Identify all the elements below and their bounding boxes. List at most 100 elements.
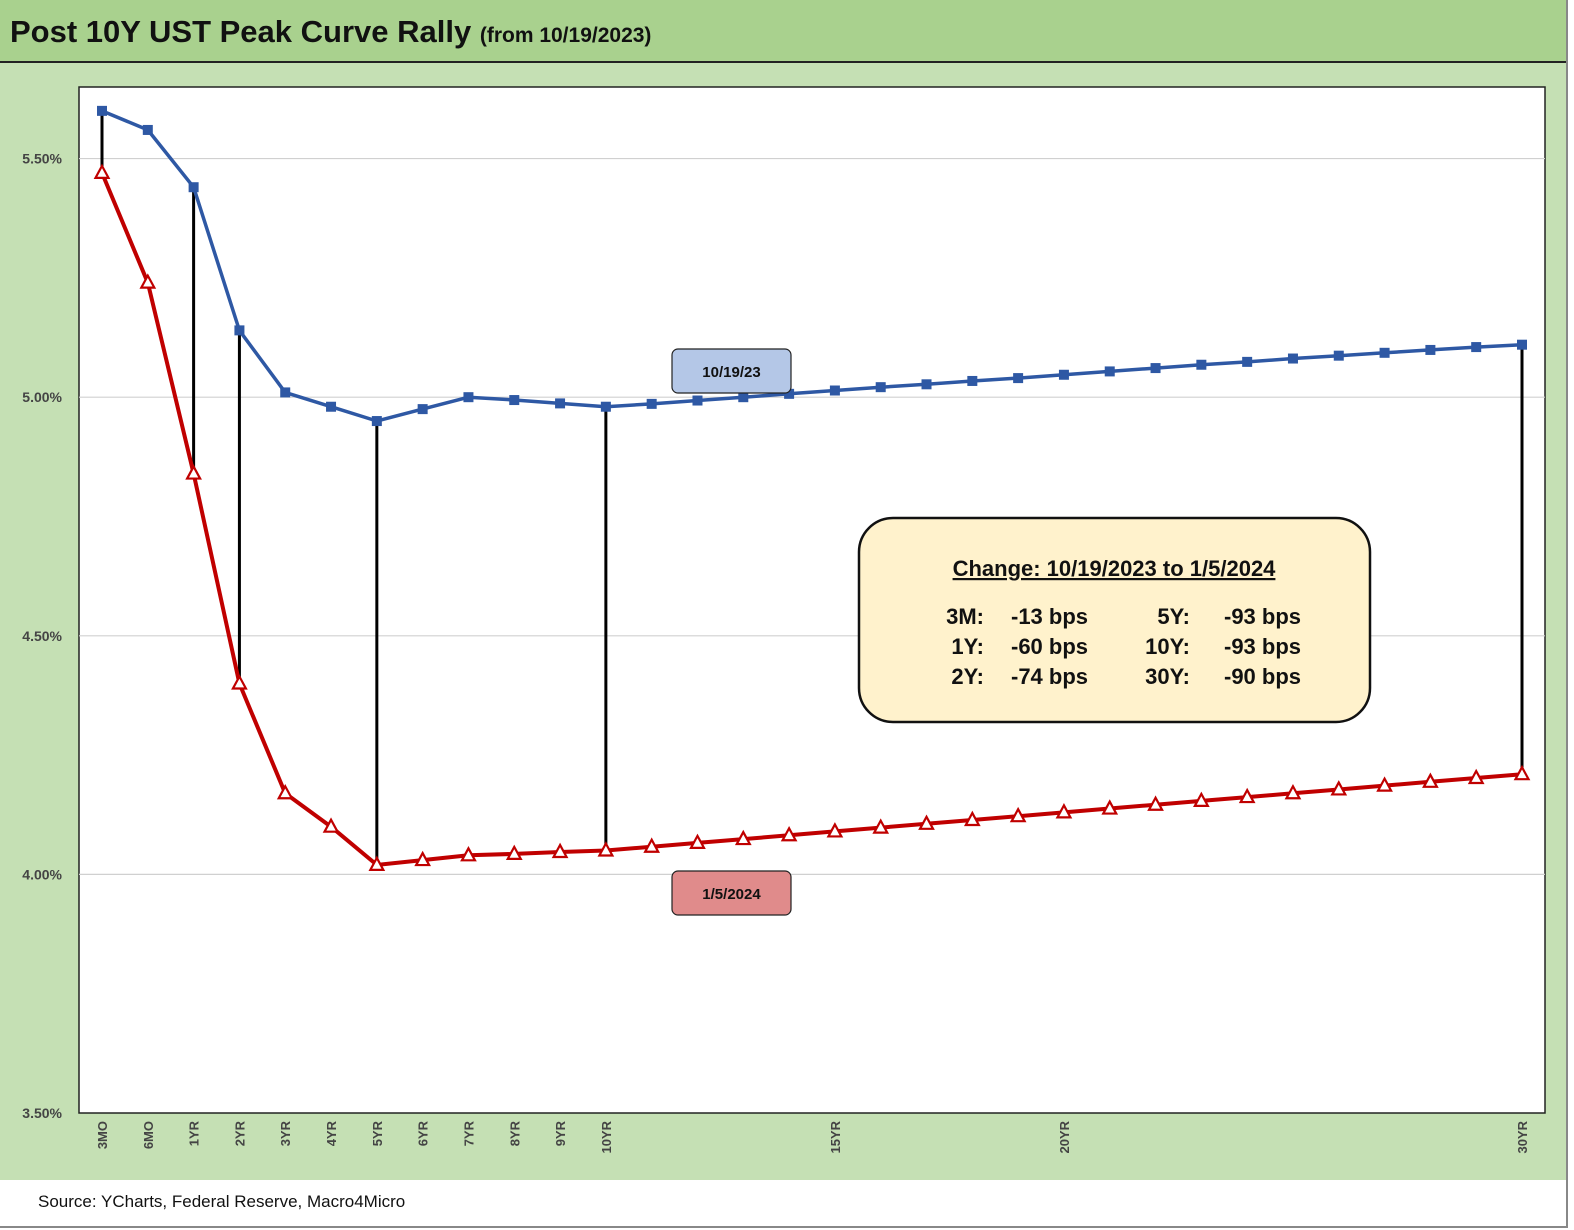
- data-point-marker: [689, 833, 706, 849]
- series-label-box: [671, 870, 792, 916]
- data-point-marker: [1104, 366, 1115, 377]
- x-tick-label: 6YR: [416, 1120, 431, 1146]
- data-point-marker: [784, 388, 795, 399]
- y-tick-label: 4.50%: [22, 628, 62, 644]
- chart-subtitle: (from 10/19/2023): [479, 24, 652, 47]
- data-point-marker: [234, 325, 245, 336]
- series-10-19-23: [97, 105, 1527, 427]
- data-point-marker: [1513, 764, 1531, 781]
- annotation-row-label-3b: 30Y:: [1145, 664, 1190, 689]
- data-point-marker: [1425, 344, 1436, 355]
- data-point-marker: [509, 395, 520, 406]
- x-tick-label: 30YR: [1515, 1120, 1530, 1153]
- data-point-marker: [1330, 780, 1348, 796]
- data-point-marker: [1196, 359, 1207, 370]
- data-point-marker: [875, 382, 886, 393]
- x-tick-label: 20YR: [1057, 1120, 1072, 1153]
- change-connectors: [100, 110, 1524, 865]
- data-point-marker: [1242, 356, 1253, 367]
- data-point-marker: [417, 404, 428, 415]
- annotation-row-value-3a: -74 bps: [1011, 664, 1088, 689]
- data-point-marker: [1287, 353, 1298, 364]
- x-tick-label: 8YR: [507, 1120, 522, 1146]
- data-point-marker: [463, 392, 474, 403]
- data-point-marker: [326, 401, 337, 412]
- annotation-row-value-1a: -13 bps: [1011, 604, 1088, 629]
- data-point-marker: [1376, 776, 1393, 792]
- data-point-marker: [1517, 339, 1527, 350]
- data-point-marker: [1013, 373, 1024, 384]
- x-tick-label: 3MO: [95, 1121, 110, 1149]
- data-point-marker: [963, 810, 981, 827]
- data-point-marker: [371, 416, 382, 427]
- data-point-marker: [600, 401, 611, 412]
- data-point-marker: [872, 818, 890, 834]
- series-lines: [93, 105, 1531, 871]
- data-point-marker: [280, 387, 291, 398]
- data-point-marker: [597, 841, 615, 857]
- data-point-marker: [185, 464, 202, 480]
- data-point-marker: [551, 842, 569, 859]
- data-point-marker: [1193, 791, 1210, 808]
- annotation-box: [857, 516, 1372, 724]
- data-point-marker: [738, 392, 749, 403]
- x-tick-label: 1YR: [187, 1120, 202, 1146]
- data-point-marker: [1058, 369, 1069, 380]
- data-point-marker: [646, 398, 657, 409]
- series-line: [101, 109, 1523, 423]
- annotation-row-label-2a: 1Y:: [951, 634, 984, 659]
- data-point-marker: [1009, 806, 1027, 823]
- yield-curve-chart: 3.50% 4.00% 4.50% 5.00% 5.50% 3MO 6MO 1YR 2YR 3Y…: [22, 86, 1546, 1154]
- data-point-marker: [1055, 803, 1073, 819]
- y-tick-label: 4.00%: [22, 866, 62, 882]
- data-point-marker: [188, 182, 199, 193]
- annotation-row-value-2a: -60 bps: [1011, 634, 1088, 659]
- y-tick-label: 5.50%: [22, 151, 62, 167]
- x-tick-label: 3YR: [278, 1120, 293, 1146]
- data-point-marker: [1101, 799, 1119, 815]
- series-label-text: 1/5/2024: [702, 886, 761, 903]
- data-point-marker: [505, 844, 523, 860]
- source-note: Source: YCharts, Federal Reserve, Macro4…: [38, 1192, 406, 1211]
- data-point-marker: [231, 674, 248, 690]
- data-point-marker: [780, 825, 798, 842]
- x-tick-label: 5YR: [370, 1120, 385, 1146]
- series-label-box: [671, 348, 792, 394]
- chart-title: Post 10Y UST Peak Curve Rally (from 10/1…: [10, 14, 651, 50]
- x-tick-label: 9YR: [553, 1120, 568, 1146]
- x-axis-ticks: 3MO 6MO 1YR 2YR 3YR 4YR 5YR 6YR 7YR 8YR 9YR 10YR 15Y…: [95, 1120, 1530, 1153]
- annotation-title: Change: 10/19/2023 to 1/5/2024: [953, 556, 1277, 581]
- data-point-marker: [139, 273, 157, 289]
- data-point-marker: [1150, 363, 1161, 374]
- data-point-marker: [921, 379, 932, 390]
- data-point-marker: [1284, 783, 1302, 800]
- x-tick-label: 15YR: [828, 1120, 843, 1153]
- data-point-marker: [1333, 350, 1344, 361]
- annotation-row-value-1b: -93 bps: [1224, 604, 1301, 629]
- data-point-marker: [1422, 772, 1439, 788]
- annotation-row-value-2b: -93 bps: [1224, 634, 1301, 659]
- data-point-marker: [1379, 347, 1390, 358]
- annotation-row-label-1a: 3M:: [946, 604, 984, 629]
- data-point-marker: [555, 398, 566, 409]
- y-tick-label: 5.00%: [22, 389, 62, 405]
- data-point-marker: [734, 829, 752, 846]
- data-point-marker: [918, 814, 935, 830]
- data-point-marker: [142, 124, 153, 135]
- data-point-marker: [1467, 768, 1485, 785]
- chart-title-text: Post 10Y UST Peak Curve Rally: [10, 14, 472, 49]
- data-point-marker: [1238, 787, 1256, 804]
- chart-title-bar: Post 10Y UST Peak Curve Rally (from 10/1…: [0, 0, 1568, 63]
- series-1-5-2024: [93, 163, 1531, 871]
- x-tick-label: 10YR: [599, 1120, 614, 1153]
- data-point-marker: [368, 855, 386, 871]
- data-point-marker: [460, 845, 477, 862]
- data-point-marker: [967, 375, 978, 386]
- series-labels: 10/19/23 1/5/2024: [671, 348, 792, 916]
- change-annotation-box: Change: 10/19/2023 to 1/5/2024 3M: -13 b…: [857, 516, 1372, 724]
- annotation-row-value-3b: -90 bps: [1224, 664, 1301, 689]
- data-point-marker: [829, 385, 840, 396]
- data-point-marker: [1471, 342, 1482, 353]
- chart-panel: 3.50% 4.00% 4.50% 5.00% 5.50% 3MO 6MO 1YR 2YR 3Y…: [0, 63, 1568, 1180]
- data-point-marker: [322, 817, 340, 833]
